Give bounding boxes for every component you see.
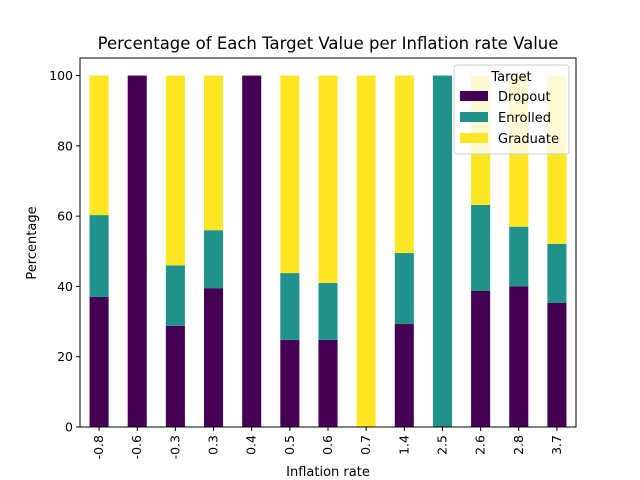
- x-tick-label: 0.5: [282, 435, 297, 455]
- bar-enrolled-1.4: [394, 253, 414, 325]
- y-tick-label: 80: [57, 138, 73, 153]
- y-tick-label: 100: [49, 68, 73, 83]
- bar-graduate--0.3: [165, 75, 185, 266]
- bar-graduate-1.4: [394, 75, 414, 254]
- x-axis-title: Inflation rate: [286, 465, 370, 480]
- legend-swatch-dropout: [460, 91, 488, 101]
- bar-graduate-0.3: [204, 75, 224, 231]
- legend-title: Target: [490, 70, 531, 85]
- bar-dropout--0.8: [89, 296, 109, 427]
- bar-enrolled--0.8: [89, 215, 109, 297]
- bar-enrolled-0.3: [204, 230, 224, 289]
- x-tick-label: 2.5: [434, 435, 449, 455]
- y-axis-title: Percentage: [25, 206, 40, 279]
- legend-box: [453, 64, 570, 155]
- bar-dropout-3.7: [547, 302, 567, 427]
- x-tick-label: 0.3: [206, 435, 221, 455]
- bars-group: [89, 75, 567, 428]
- bar-dropout-0.3: [204, 288, 224, 427]
- x-tick-label: 2.6: [473, 435, 488, 455]
- bar-graduate-0.6: [318, 75, 338, 283]
- legend-swatch-enrolled: [460, 112, 488, 122]
- bar-enrolled-0.5: [280, 273, 300, 340]
- x-tick-label: 0.7: [358, 435, 373, 455]
- bar-enrolled-2.5: [432, 75, 452, 428]
- bar-graduate-0.5: [280, 75, 300, 274]
- legend-label-graduate: Graduate: [498, 132, 559, 147]
- bar-dropout-2.8: [509, 286, 529, 427]
- bar-enrolled-0.6: [318, 282, 338, 340]
- bar-enrolled-2.8: [509, 226, 529, 287]
- x-tick-label: 0.6: [320, 435, 335, 455]
- x-tick-label: -0.3: [167, 435, 182, 459]
- x-tick-label: 1.4: [396, 435, 411, 455]
- bar-enrolled-2.6: [471, 204, 491, 291]
- x-tick-label: 0.4: [244, 435, 259, 455]
- y-tick-label: 60: [57, 209, 73, 224]
- bar-dropout--0.3: [165, 325, 185, 427]
- bar-dropout-0.5: [280, 339, 300, 427]
- bar-graduate--0.8: [89, 75, 109, 216]
- y-tick-label: 0: [65, 420, 73, 435]
- bar-dropout-1.4: [394, 324, 414, 427]
- plot-frame: [79, 57, 577, 428]
- y-tick-label: 20: [57, 349, 73, 364]
- bar-dropout-0.6: [318, 339, 338, 427]
- chart-title: Percentage of Each Target Value per Infl…: [98, 34, 559, 53]
- x-axis: -0.8 -0.6 -0.3 0.3 0.4 0.5 0.6 0.7 1.4 2.5 2.6 2.8 3…: [91, 427, 564, 459]
- y-tick-label: 40: [57, 279, 73, 294]
- bar-dropout-0.4: [242, 75, 262, 428]
- legend: Target Dropout Enrolled Graduate: [453, 64, 570, 155]
- x-tick-label: 3.7: [549, 435, 564, 455]
- legend-label-dropout: Dropout: [498, 90, 551, 105]
- x-tick-label: 2.8: [511, 435, 526, 455]
- y-axis: 0 20 40 60 80 100: [49, 68, 80, 435]
- bar-enrolled-3.7: [547, 243, 567, 303]
- x-tick-label: -0.6: [129, 435, 144, 459]
- legend-label-enrolled: Enrolled: [498, 111, 551, 126]
- bar-dropout--0.6: [127, 75, 147, 428]
- x-tick-label: -0.8: [91, 435, 106, 459]
- bar-graduate-0.7: [356, 75, 376, 428]
- legend-swatch-graduate: [460, 133, 488, 143]
- bar-enrolled--0.3: [165, 265, 185, 326]
- bar-dropout-2.6: [471, 290, 491, 427]
